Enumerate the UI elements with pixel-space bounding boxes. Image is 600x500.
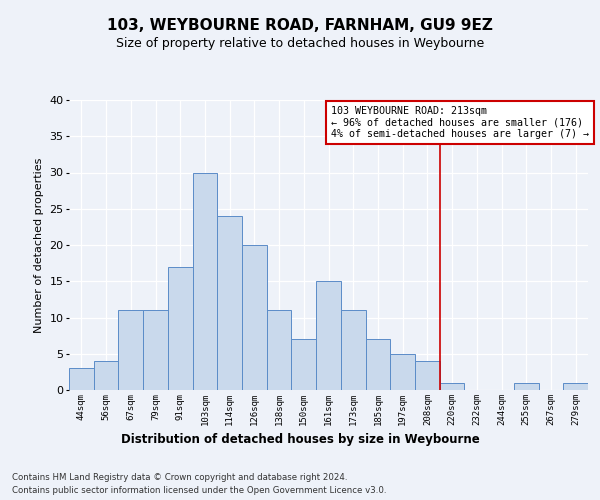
Bar (217, 216, 242, 390)
Bar (440, 383, 464, 390)
Bar (143, 310, 168, 390)
Bar (563, 383, 588, 390)
Y-axis label: Number of detached properties: Number of detached properties (34, 158, 44, 332)
Bar (168, 267, 193, 390)
Text: Contains public sector information licensed under the Open Government Licence v3: Contains public sector information licen… (12, 486, 386, 495)
Text: 103, WEYBOURNE ROAD, FARNHAM, GU9 9EZ: 103, WEYBOURNE ROAD, FARNHAM, GU9 9EZ (107, 18, 493, 32)
Bar (292, 339, 316, 390)
Bar (415, 361, 440, 390)
Bar (267, 310, 292, 390)
Text: Distribution of detached houses by size in Weybourne: Distribution of detached houses by size … (121, 432, 479, 446)
Bar (365, 339, 390, 390)
Text: Size of property relative to detached houses in Weybourne: Size of property relative to detached ho… (116, 38, 484, 51)
Bar (94, 361, 118, 390)
Bar (390, 354, 415, 390)
Bar (242, 245, 267, 390)
Bar (316, 281, 341, 390)
Text: Contains HM Land Registry data © Crown copyright and database right 2024.: Contains HM Land Registry data © Crown c… (12, 472, 347, 482)
Bar (118, 310, 143, 390)
Bar (193, 172, 217, 390)
Bar (514, 383, 539, 390)
Bar (341, 310, 365, 390)
Text: 103 WEYBOURNE ROAD: 213sqm
← 96% of detached houses are smaller (176)
4% of semi: 103 WEYBOURNE ROAD: 213sqm ← 96% of deta… (331, 106, 589, 139)
Bar (69, 368, 94, 390)
